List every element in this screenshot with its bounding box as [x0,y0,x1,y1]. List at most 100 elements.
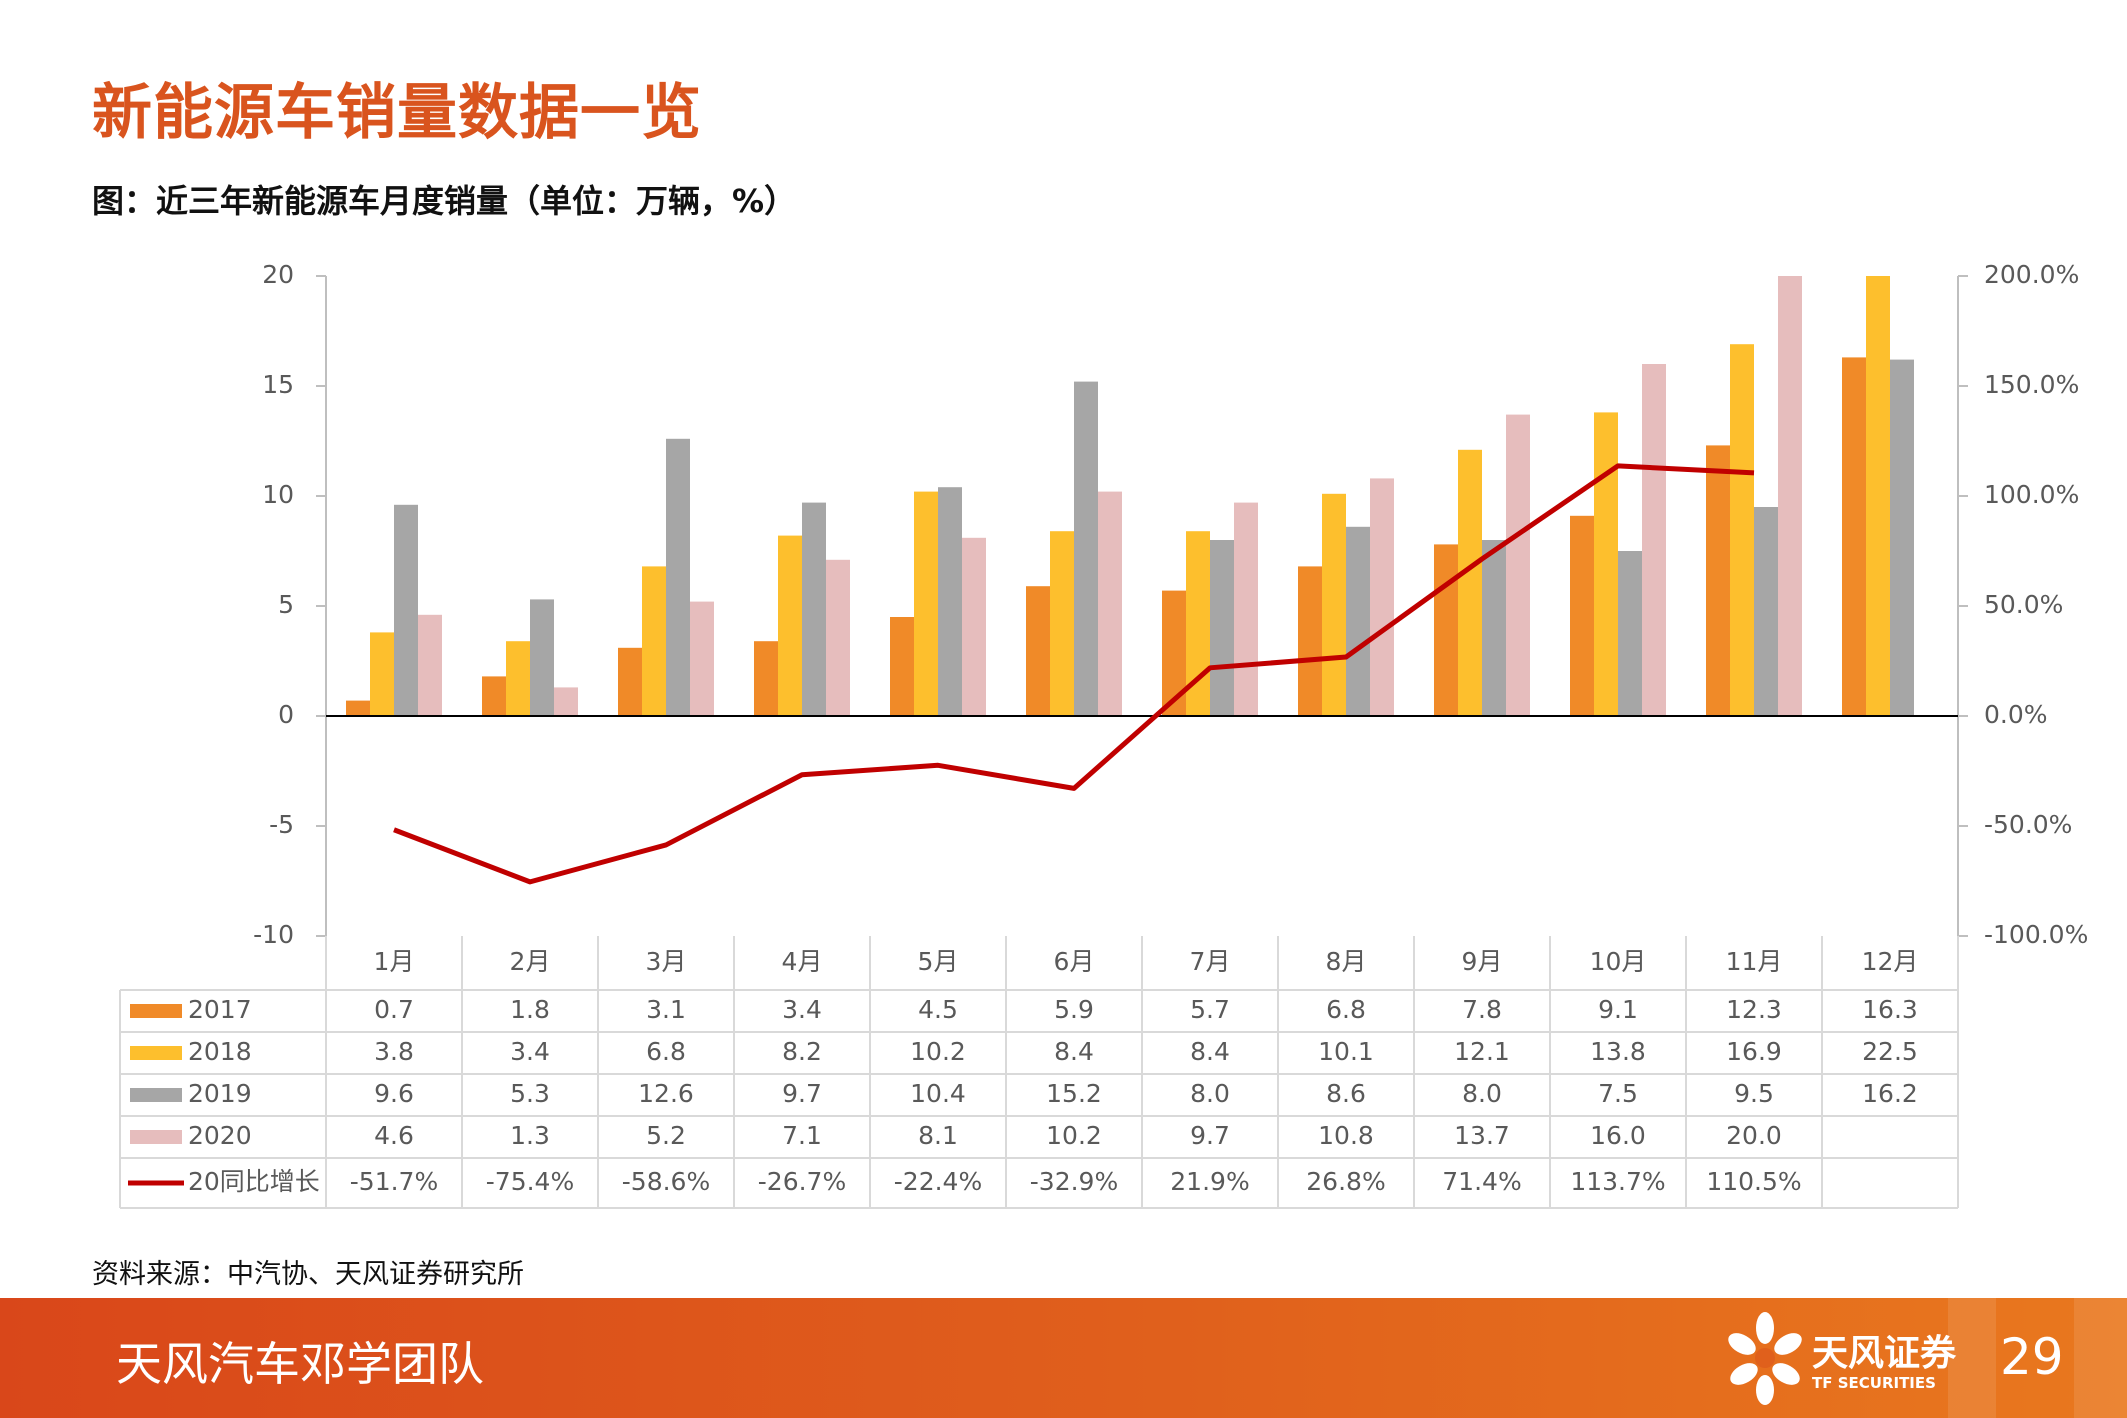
table-value: 26.8% [1306,1167,1385,1196]
page-number: 29 [2000,1328,2064,1386]
table-value: 9.6 [374,1079,414,1108]
table-value: 1.3 [510,1121,550,1150]
page-title: 新能源车销量数据一览 [92,78,702,148]
table-month-label: 12月 [1862,947,1919,976]
table-value: 7.5 [1598,1079,1638,1108]
table-value: 8.6 [1326,1079,1366,1108]
logo-text-cn: 天风证券 [1812,1333,1957,1374]
table-month-label: 3月 [646,947,687,976]
legend-swatch-2017 [130,1004,182,1018]
bar-2020-5月 [962,537,986,716]
table-value: 8.0 [1190,1079,1230,1108]
table-value: 16.0 [1590,1121,1646,1150]
bar-2018-11月 [1730,344,1754,716]
left-tick-label: 15 [262,370,294,399]
legend-label: 2017 [188,995,252,1024]
table-value: 8.0 [1462,1079,1502,1108]
table-value: 12.1 [1454,1037,1510,1066]
left-tick-label: 5 [278,590,294,619]
bar-2017-4月 [754,641,778,716]
left-tick-label: -10 [253,920,294,949]
table-value: 113.7% [1570,1167,1665,1196]
footer-bar: 天风汽车邓学团队 天风证券 TF SECURITIES 29 [0,1298,2127,1418]
source-note: 资料来源：中汽协、天风证券研究所 [92,1259,524,1290]
table-value: -51.7% [350,1167,438,1196]
bar-2019-7月 [1210,540,1234,716]
bar-2020-10月 [1642,364,1666,716]
table-value: 7.8 [1462,995,1502,1024]
table-value: 16.9 [1726,1037,1782,1066]
bar-2019-3月 [666,438,690,716]
table-value: 10.4 [910,1079,966,1108]
table-month-label: 5月 [918,947,959,976]
bar-2019-9月 [1482,540,1506,716]
bar-2017-1月 [346,700,370,716]
table-value: 21.9% [1170,1167,1249,1196]
table-value: 10.2 [1046,1121,1102,1150]
bar-2017-6月 [1026,586,1050,716]
bar-2018-8月 [1322,493,1346,716]
bar-2020-4月 [826,559,850,716]
legend-label: 20同比增长 [188,1167,320,1196]
table-value: 12.3 [1726,995,1782,1024]
right-tick-label: 150.0% [1984,370,2079,399]
table-month-label: 9月 [1462,947,1503,976]
bar-2019-1月 [394,504,418,716]
table-month-label: 2月 [510,947,551,976]
left-tick-label: -5 [269,810,294,839]
table-value: 16.3 [1862,995,1918,1024]
table-month-label: 11月 [1726,947,1783,976]
bar-2017-9月 [1434,544,1458,716]
table-value: 3.4 [782,995,822,1024]
table-value: 5.9 [1054,995,1094,1024]
bar-2020-6月 [1098,491,1122,716]
table-value: 9.7 [782,1079,822,1108]
bar-2019-12月 [1890,359,1914,716]
table-value: 5.7 [1190,995,1230,1024]
table-value: 3.4 [510,1037,550,1066]
table-value: 13.8 [1590,1037,1646,1066]
right-tick-label: -100.0% [1984,920,2088,949]
table-value: 12.6 [638,1079,694,1108]
table-value: 8.4 [1054,1037,1094,1066]
table-value: -58.6% [622,1167,710,1196]
table-month-label: 8月 [1326,947,1367,976]
table-value: 13.7 [1454,1121,1510,1150]
bar-2018-1月 [370,632,394,716]
growth-line [393,463,1755,885]
table-value: 20.0 [1726,1121,1782,1150]
table-value: 8.1 [918,1121,958,1150]
right-tick-label: -50.0% [1984,810,2072,839]
chart-subtitle: 图：近三年新能源车月度销量（单位：万辆，%） [92,182,797,220]
sales-chart: 20 15 10 5 0 -5 -10 200.0% 150.0% 100.0% 50.0% 0.0%… [119,260,2088,1209]
bar-2020-9月 [1506,414,1530,716]
footer-decoration [2074,1298,2127,1418]
table-value: 1.8 [510,995,550,1024]
table-value: 71.4% [1442,1167,1521,1196]
bar-2017-11月 [1706,445,1730,716]
legend-label: 2020 [188,1121,252,1150]
table-value: 0.7 [374,995,414,1024]
tf-securities-logo: 天风证券 TF SECURITIES [1720,1308,1980,1408]
right-tick-label: 200.0% [1984,260,2079,289]
footer-decoration [1948,1298,1996,1418]
bar-2020-1月 [418,614,442,716]
right-tick-label: 100.0% [1984,480,2079,509]
table-value: 8.2 [782,1037,822,1066]
legend-swatch-2019 [130,1088,182,1102]
table-value: 9.7 [1190,1121,1230,1150]
table-value: 9.1 [1598,995,1638,1024]
bar-2018-2月 [506,641,530,716]
bar-2019-5月 [938,487,962,716]
table-value: 110.5% [1706,1167,1801,1196]
table-value: 10.2 [910,1037,966,1066]
left-tick-label: 10 [262,480,294,509]
bar-2017-5月 [890,617,914,716]
bar-2020-8月 [1370,478,1394,716]
table-month-label: 10月 [1590,947,1647,976]
table-value: 8.4 [1190,1037,1230,1066]
bar-2018-3月 [642,566,666,716]
bar-2017-2月 [482,676,506,716]
bar-2020-3月 [690,601,714,716]
bar-2018-12月 [1866,276,1890,716]
